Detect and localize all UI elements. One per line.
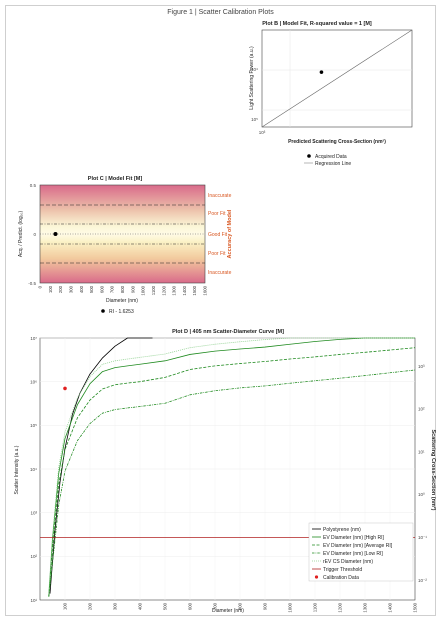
figure-title: Figure 1 | Scatter Calibration Plots <box>167 9 274 16</box>
figure-frame <box>5 5 436 616</box>
